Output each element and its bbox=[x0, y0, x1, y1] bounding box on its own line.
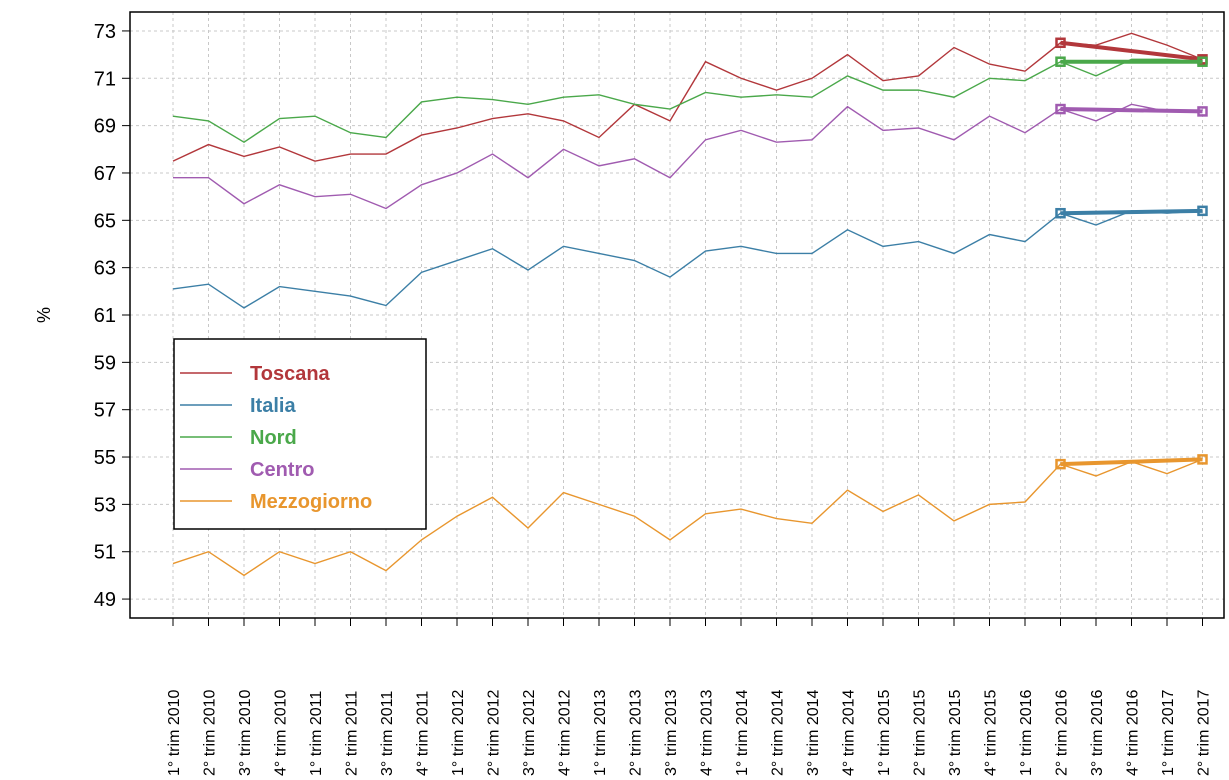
x-tick-label: 4° trim 2014 bbox=[841, 689, 858, 776]
x-tick-label: 2° trim 2010 bbox=[202, 689, 219, 776]
trend-marker-toscana bbox=[1055, 37, 1066, 49]
x-tick-label: 1° trim 2011 bbox=[308, 691, 325, 776]
trend-marker-centro bbox=[1197, 106, 1208, 117]
trend-line-italia bbox=[1060, 208, 1203, 216]
y-tick-label: 67 bbox=[94, 163, 116, 185]
x-tick-label: 4° trim 2012 bbox=[557, 689, 574, 776]
x-tick-label: 4° trim 2016 bbox=[1125, 689, 1142, 776]
y-tick-label: 53 bbox=[94, 494, 116, 516]
x-tick-label: 2° trim 2016 bbox=[1054, 689, 1071, 776]
trend-line-toscana bbox=[1060, 40, 1203, 62]
legend-label-nord: Nord bbox=[250, 427, 297, 449]
y-tick-label: 55 bbox=[94, 447, 116, 469]
y-tick-label: 73 bbox=[94, 21, 116, 43]
series-layer bbox=[172, 32, 1203, 577]
y-tick-label: 59 bbox=[94, 352, 116, 374]
series-line-italia bbox=[172, 210, 1203, 309]
y-axis-title: % bbox=[34, 307, 54, 323]
series-line-nord bbox=[172, 58, 1203, 144]
x-tick-label: 3° trim 2014 bbox=[805, 689, 822, 776]
trend-marker-italia bbox=[1055, 207, 1066, 219]
trend-marker-nord bbox=[1197, 56, 1208, 67]
y-tick-label: 71 bbox=[94, 68, 116, 90]
x-tick-label: 2° trim 2012 bbox=[486, 689, 503, 776]
series-line-mezzogiorno bbox=[172, 458, 1203, 577]
x-tick-label: 3° trim 2010 bbox=[237, 689, 254, 776]
y-tick-label: 61 bbox=[94, 305, 116, 327]
y-tick-label: 51 bbox=[94, 542, 116, 564]
trend-marker-mezzogiorno bbox=[1197, 454, 1208, 465]
x-tick-label: 2° trim 2013 bbox=[628, 689, 645, 776]
legend-label-italia: Italia bbox=[250, 395, 296, 417]
x-tick-label: 2° trim 2015 bbox=[912, 689, 929, 776]
trend-marker-centro bbox=[1055, 103, 1066, 115]
x-tick-label: 1° trim 2014 bbox=[734, 689, 751, 776]
series-line-centro bbox=[173, 103, 1203, 210]
legend-label-centro: Centro bbox=[250, 459, 314, 481]
y-tick-label: 57 bbox=[94, 400, 116, 422]
x-tick-label: 2° trim 2014 bbox=[770, 689, 787, 776]
x-tick-label: 1° trim 2016 bbox=[1018, 689, 1035, 776]
x-tick-label: 3° trim 2011 bbox=[379, 691, 396, 776]
x-tick-label: 4° trim 2015 bbox=[983, 689, 1000, 776]
x-tick-label: 2° trim 2017 bbox=[1196, 689, 1213, 776]
x-tick-label: 1° trim 2017 bbox=[1160, 689, 1177, 776]
x-tick-label: 3° trim 2013 bbox=[663, 689, 680, 776]
trend-marker-mezzogiorno bbox=[1055, 458, 1066, 470]
trend-layer bbox=[1055, 37, 1208, 470]
x-tick-label: 1° trim 2013 bbox=[592, 689, 609, 776]
x-axis: 1° trim 2010 2° trim 2010 3° trim 2010 4° t… bbox=[166, 618, 1213, 776]
x-tick-label: 3° trim 2012 bbox=[521, 689, 538, 776]
legend-box bbox=[173, 338, 427, 530]
x-tick-label: 2° trim 2011 bbox=[344, 691, 361, 776]
x-tick-label: 4° trim 2010 bbox=[273, 689, 290, 776]
trend-line-mezzogiorno bbox=[1060, 457, 1203, 467]
legend-label-toscana: Toscana bbox=[250, 363, 331, 385]
y-tick-label: 69 bbox=[94, 116, 116, 138]
y-tick-label: 65 bbox=[94, 210, 116, 232]
legend-label-mezzogiorno: Mezzogiorno bbox=[250, 491, 372, 513]
y-tick-label: 49 bbox=[94, 589, 116, 611]
y-tick-label: 63 bbox=[94, 258, 116, 280]
plot-frame bbox=[129, 11, 1225, 619]
trend-marker-italia bbox=[1197, 205, 1208, 217]
x-tick-label: 4° trim 2011 bbox=[415, 691, 432, 776]
y-axis: 49 51 53 55 57 59 61 63 65 67 69 71 73 bbox=[94, 21, 130, 611]
x-tick-label: 1° trim 2010 bbox=[166, 689, 183, 776]
trend-line-centro bbox=[1060, 107, 1203, 114]
x-tick-label: 4° trim 2013 bbox=[699, 689, 716, 776]
x-tick-label: 3° trim 2016 bbox=[1089, 689, 1106, 776]
x-tick-label: 1° trim 2012 bbox=[450, 689, 467, 776]
trend-marker-nord bbox=[1055, 56, 1066, 67]
series-line-toscana bbox=[172, 32, 1203, 162]
x-tick-label: 1° trim 2015 bbox=[876, 689, 893, 776]
legend: Toscana Italia Nord Centro Mezzogiorno bbox=[173, 338, 427, 530]
x-tick-label: 3° trim 2015 bbox=[947, 689, 964, 776]
